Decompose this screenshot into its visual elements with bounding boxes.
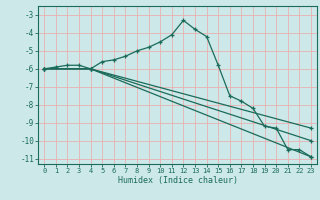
X-axis label: Humidex (Indice chaleur): Humidex (Indice chaleur) (118, 176, 238, 185)
